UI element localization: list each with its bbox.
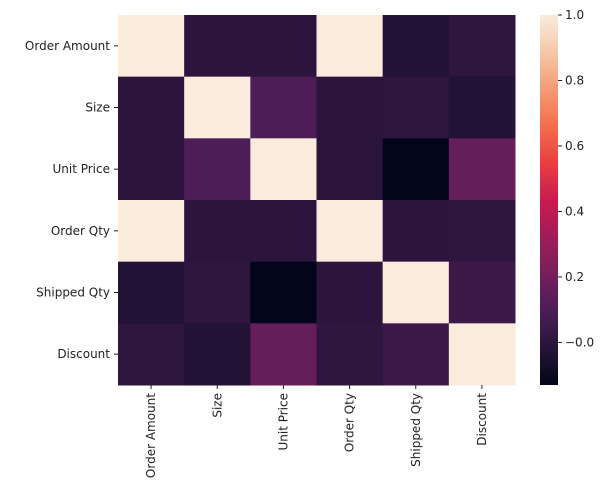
- y-tick-label: Discount: [57, 347, 110, 361]
- heatmap-cell: [382, 261, 450, 324]
- y-axis: Order Amount Size Unit Price Order Qty Shipp…: [25, 39, 118, 361]
- heatmap-cell: [448, 261, 516, 324]
- y-tick-label: Order Qty: [51, 224, 110, 238]
- heatmap-cell: [316, 200, 384, 263]
- y-tick-label: Order Amount: [25, 39, 110, 53]
- x-axis: Order Amount Size Unit Price Order Qty Shipp…: [144, 385, 489, 478]
- heatmap-cell: [316, 261, 384, 324]
- heatmap-cell: [184, 15, 251, 78]
- heatmap-cell: [250, 138, 317, 201]
- y-tick-label: Shipped Qty: [36, 286, 110, 300]
- heatmap-cell: [250, 15, 317, 78]
- x-tick-label: Order Qty: [343, 393, 357, 452]
- heatmap-cell: [382, 138, 450, 201]
- y-tick-label: Size: [85, 101, 110, 115]
- heatmap-cell: [118, 200, 185, 263]
- colorbar-tick-label: 0.4: [565, 204, 584, 218]
- heatmap-cell: [118, 138, 185, 201]
- colorbar: [540, 15, 558, 385]
- heatmap-cell: [118, 323, 185, 386]
- heatmap-cell: [184, 138, 251, 201]
- heatmap-cell: [448, 200, 516, 263]
- heatmap-cell: [448, 76, 516, 139]
- colorbar-tick-label: 1.0: [565, 8, 584, 22]
- heatmap-cell: [316, 138, 384, 201]
- x-tick-label: Order Amount: [144, 393, 158, 478]
- heatmap-cell: [118, 15, 185, 78]
- heatmap-cell: [316, 15, 384, 78]
- heatmap-cell: [382, 15, 450, 78]
- heatmap-cell: [316, 323, 384, 386]
- heatmap-cell: [184, 76, 251, 139]
- heatmap-cell: [382, 76, 450, 139]
- heatmap-cells: [118, 15, 516, 386]
- heatmap-cell: [184, 261, 251, 324]
- x-tick-label: Size: [210, 393, 224, 418]
- y-tick-label: Unit Price: [52, 162, 110, 176]
- colorbar-axis: −0.0 0.2 0.4 0.6 0.8 1.0: [558, 8, 594, 349]
- heatmap-cell: [118, 76, 185, 139]
- heatmap-cell: [382, 323, 450, 386]
- x-tick-label: Unit Price: [276, 393, 290, 451]
- x-tick-label: Shipped Qty: [409, 393, 423, 467]
- heatmap-cell: [382, 200, 450, 263]
- heatmap-cell: [448, 15, 516, 78]
- heatmap-cell: [250, 323, 317, 386]
- heatmap-cell: [118, 261, 185, 324]
- colorbar-tick-label: 0.2: [565, 270, 584, 284]
- colorbar-tick-label: −0.0: [565, 335, 594, 349]
- heatmap-cell: [316, 76, 384, 139]
- colorbar-tick-label: 0.6: [565, 139, 584, 153]
- heatmap-cell: [250, 261, 317, 324]
- heatmap-cell: [184, 323, 251, 386]
- heatmap-cell: [184, 200, 251, 263]
- x-tick-label: Discount: [475, 393, 489, 446]
- heatmap-cell: [448, 323, 516, 386]
- colorbar-tick-label: 0.8: [565, 73, 584, 87]
- heatmap-cell: [250, 200, 317, 263]
- heatmap-cell: [250, 76, 317, 139]
- heatmap-cell: [448, 138, 516, 201]
